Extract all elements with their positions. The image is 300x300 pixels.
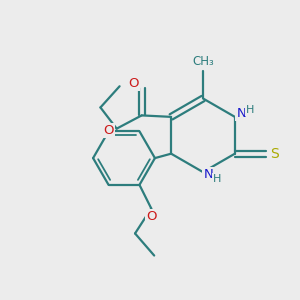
Text: CH₃: CH₃	[192, 55, 214, 68]
Text: O: O	[128, 77, 139, 90]
Text: O: O	[146, 210, 157, 223]
Text: N: N	[236, 107, 246, 120]
Text: O: O	[103, 124, 114, 136]
Text: H: H	[246, 105, 254, 116]
Text: N: N	[203, 168, 213, 181]
Text: S: S	[270, 147, 278, 161]
Text: H: H	[213, 174, 221, 184]
